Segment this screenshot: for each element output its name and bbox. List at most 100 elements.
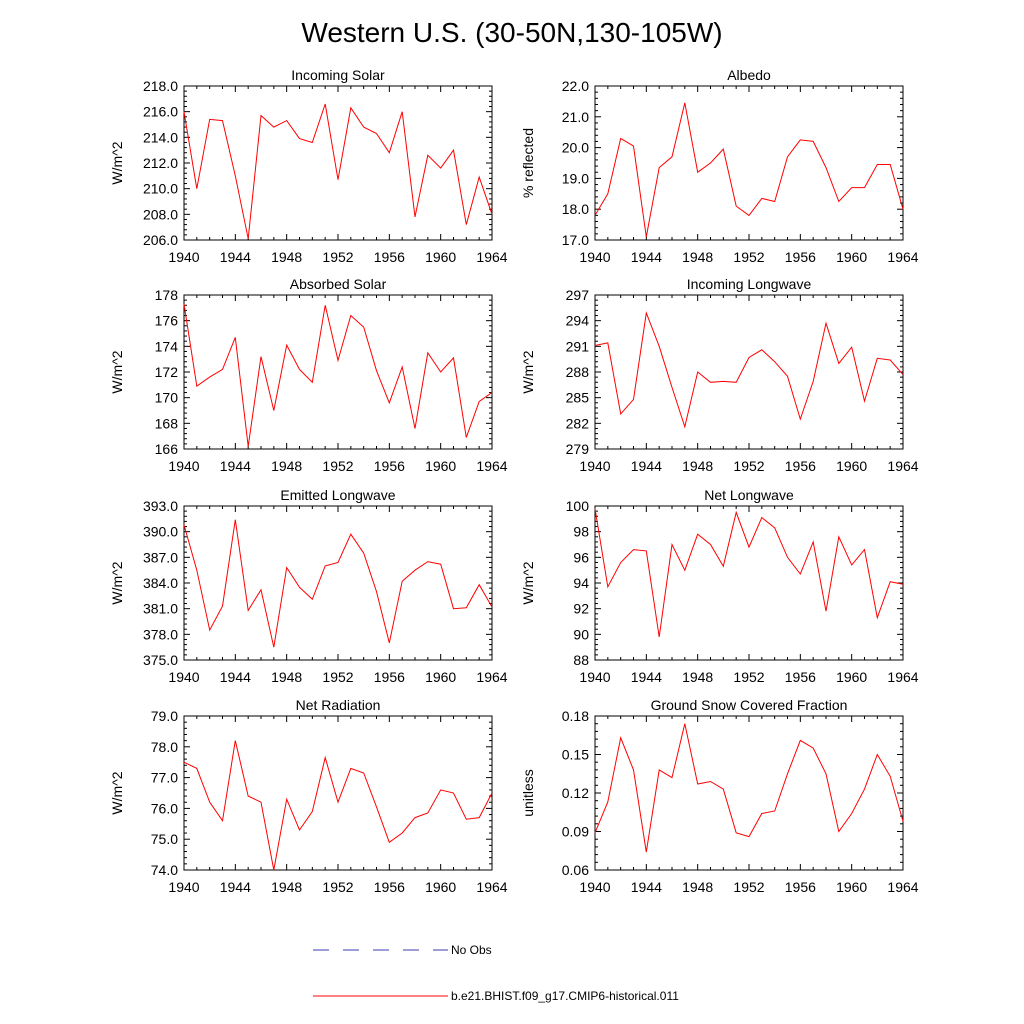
- y-tick-label: 387.0: [143, 549, 178, 565]
- x-tick-label: 1960: [836, 669, 867, 685]
- x-tick-label: 1944: [631, 669, 662, 685]
- x-tick-label: 1952: [322, 879, 353, 895]
- panel-title: Net Radiation: [296, 697, 381, 713]
- x-tick-label: 1960: [425, 669, 456, 685]
- x-tick-label: 1964: [476, 249, 507, 265]
- plot-frame: [594, 294, 904, 450]
- x-tick-label: 1964: [476, 669, 507, 685]
- plot-frame: [594, 715, 904, 871]
- legend: No Obs b.e21.BHIST.f09_g17.CMIP6-histori…: [313, 943, 679, 1003]
- x-tick-label: 1948: [682, 458, 713, 474]
- y-tick-label: 17.0: [562, 232, 589, 248]
- legend-label-model: b.e21.BHIST.f09_g17.CMIP6-historical.011: [451, 989, 679, 1003]
- y-tick-label: 168: [155, 415, 179, 431]
- figure-title: Western U.S. (30-50N,130-105W): [301, 17, 722, 48]
- y-tick-label: 178: [155, 287, 179, 303]
- series-line: [594, 723, 904, 853]
- legend-label-no-obs: No Obs: [451, 943, 492, 957]
- x-tick-label: 1940: [168, 249, 199, 265]
- y-tick-label: 393.0: [143, 498, 178, 514]
- panels-group: Incoming Solar W/m^2 1940 1944 1948 1952 1956 1…: [109, 67, 919, 895]
- y-tick-label: 20.0: [562, 140, 589, 156]
- x-tick-label: 1944: [220, 669, 251, 685]
- series-line: [594, 311, 904, 429]
- x-tick-label: 1940: [579, 458, 610, 474]
- x-tick-label: 1952: [322, 249, 353, 265]
- x-tick-label: 1948: [682, 669, 713, 685]
- panel-title: Ground Snow Covered Fraction: [651, 697, 848, 713]
- x-tick-label: 1964: [887, 458, 918, 474]
- series-line: [183, 740, 493, 871]
- x-tick-label: 1940: [579, 879, 610, 895]
- y-axis-label: W/m^2: [109, 561, 125, 604]
- y-tick-label: 90: [573, 626, 589, 642]
- x-tick-label: 1960: [836, 249, 867, 265]
- y-tick-label: 0.15: [562, 747, 589, 763]
- x-tick-label: 1952: [322, 669, 353, 685]
- y-tick-label: 78.0: [151, 739, 178, 755]
- x-tick-label: 1948: [682, 879, 713, 895]
- x-tick-label: 1944: [631, 458, 662, 474]
- x-tick-label: 1960: [836, 879, 867, 895]
- panel-0: Incoming Solar W/m^2 1940 1944 1948 1952 1956 1…: [109, 67, 508, 265]
- x-tick-label: 1944: [631, 879, 662, 895]
- x-tick-label: 1956: [785, 669, 816, 685]
- x-tick-label: 1948: [271, 879, 302, 895]
- panel-title: Albedo: [727, 67, 771, 83]
- y-tick-label: 384.0: [143, 575, 178, 591]
- panel-3: Incoming Longwave W/m^2 1940 1944 1948 1952 19…: [520, 276, 919, 474]
- x-tick-label: 1960: [425, 249, 456, 265]
- x-tick-label: 1940: [579, 249, 610, 265]
- x-tick-label: 1952: [733, 249, 764, 265]
- y-tick-label: 0.18: [562, 708, 589, 724]
- panel-5: Net Longwave W/m^2 1940 1944 1948 1952 1956 196…: [520, 487, 919, 685]
- x-tick-label: 1952: [322, 458, 353, 474]
- x-tick-label: 1952: [733, 879, 764, 895]
- y-tick-label: 0.09: [562, 824, 589, 840]
- x-tick-label: 1956: [785, 249, 816, 265]
- y-tick-label: 74.0: [151, 862, 178, 878]
- series-line: [183, 303, 493, 447]
- y-tick-label: 79.0: [151, 708, 178, 724]
- x-tick-label: 1948: [271, 458, 302, 474]
- x-tick-label: 1952: [733, 669, 764, 685]
- x-tick-label: 1944: [631, 249, 662, 265]
- x-tick-label: 1964: [887, 669, 918, 685]
- panel-1: Albedo % reflected 1940 1944 1948 1952 1956 196…: [520, 67, 919, 265]
- x-tick-label: 1940: [168, 458, 199, 474]
- series-line: [183, 103, 493, 239]
- x-tick-label: 1944: [220, 879, 251, 895]
- y-tick-label: 22.0: [562, 78, 589, 94]
- y-axis-label: W/m^2: [520, 561, 536, 604]
- x-tick-label: 1956: [374, 879, 405, 895]
- panel-7: Ground Snow Covered Fraction unitless 1940…: [520, 697, 919, 895]
- x-tick-label: 1944: [220, 249, 251, 265]
- y-tick-label: 174: [155, 338, 179, 354]
- y-tick-label: 208.0: [143, 206, 178, 222]
- y-tick-label: 294: [566, 313, 590, 329]
- x-tick-label: 1956: [374, 669, 405, 685]
- y-tick-label: 166: [155, 441, 179, 457]
- y-tick-label: 96: [573, 549, 589, 565]
- x-tick-label: 1940: [579, 669, 610, 685]
- y-tick-label: 98: [573, 524, 589, 540]
- x-tick-label: 1964: [476, 879, 507, 895]
- y-tick-label: 77.0: [151, 770, 178, 786]
- series-line: [183, 519, 493, 648]
- y-axis-label: W/m^2: [520, 350, 536, 393]
- y-tick-label: 285: [566, 390, 590, 406]
- y-tick-label: 88: [573, 652, 589, 668]
- panel-title: Incoming Longwave: [687, 276, 812, 292]
- plot-frame: [594, 85, 904, 241]
- y-tick-label: 381.0: [143, 601, 178, 617]
- x-tick-label: 1952: [733, 458, 764, 474]
- panel-title: Emitted Longwave: [280, 487, 395, 503]
- x-tick-label: 1960: [836, 458, 867, 474]
- y-tick-label: 390.0: [143, 524, 178, 540]
- plot-frame: [594, 505, 904, 661]
- x-tick-label: 1956: [374, 249, 405, 265]
- panel-title: Absorbed Solar: [290, 276, 387, 292]
- x-tick-label: 1956: [374, 458, 405, 474]
- y-tick-label: 76.0: [151, 800, 178, 816]
- x-tick-label: 1944: [220, 458, 251, 474]
